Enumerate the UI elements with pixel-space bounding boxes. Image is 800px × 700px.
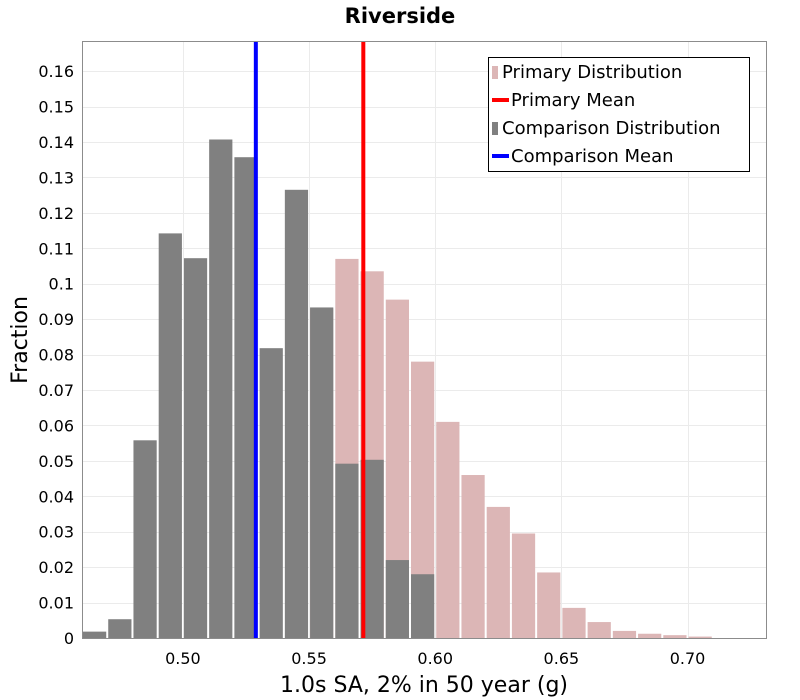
legend-box bbox=[488, 57, 750, 172]
x-tick-label: 0.55 bbox=[291, 649, 327, 668]
legend: Primary Distribution Primary Mean Comparis… bbox=[488, 57, 750, 172]
primary-bar bbox=[385, 299, 409, 638]
comparison-bar bbox=[385, 560, 409, 638]
x-tick-label: 0.70 bbox=[670, 649, 706, 668]
comparison-bar bbox=[133, 440, 157, 638]
comparison-bar bbox=[284, 189, 309, 638]
y-tick-label: 0.07 bbox=[38, 381, 74, 400]
y-axis-ticks: 0 0.01 0.02 0.03 0.04 0.05 0.06 0.07 0.08 0.09 0.1… bbox=[38, 62, 74, 648]
y-tick-label: 0.05 bbox=[38, 452, 74, 471]
y-tick-label: 0.16 bbox=[38, 62, 74, 81]
y-tick-label: 0.09 bbox=[38, 310, 74, 329]
chart-title: Riverside bbox=[345, 4, 456, 28]
primary-bar bbox=[486, 506, 510, 638]
primary-bar bbox=[688, 636, 712, 638]
y-tick-label: 0.01 bbox=[38, 594, 74, 613]
y-tick-label: 0.13 bbox=[38, 168, 74, 187]
x-tick-label: 0.50 bbox=[165, 649, 201, 668]
y-axis-label: Fraction bbox=[8, 296, 33, 384]
comparison-bar bbox=[259, 348, 283, 638]
y-tick-label: 0.04 bbox=[38, 487, 74, 506]
primary-bar bbox=[537, 572, 561, 638]
comparison-bar bbox=[234, 157, 258, 638]
x-tick-label: 0.65 bbox=[544, 649, 580, 668]
y-tick-label: 0.1 bbox=[49, 275, 74, 294]
y-tick-label: 0.06 bbox=[38, 416, 74, 435]
legend-swatch bbox=[492, 122, 498, 135]
legend-label: Comparison Distribution bbox=[502, 118, 721, 139]
comparison-bar bbox=[108, 619, 132, 638]
comparison-bar bbox=[335, 463, 359, 638]
legend-label: Comparison Mean bbox=[511, 146, 674, 167]
primary-bar bbox=[511, 533, 536, 638]
plot-border bbox=[82, 41, 767, 639]
y-tick-label: 0.12 bbox=[38, 204, 74, 223]
y-tick-label: 0.14 bbox=[38, 133, 74, 152]
x-tick-label: 0.60 bbox=[417, 649, 453, 668]
primary-bar bbox=[587, 622, 611, 638]
y-tick-label: 0.08 bbox=[38, 346, 74, 365]
primary-bar bbox=[663, 635, 687, 638]
primary-bar bbox=[562, 607, 586, 638]
primary-bar bbox=[410, 361, 435, 638]
comparison-bar bbox=[310, 307, 334, 638]
y-tick-label: 0.02 bbox=[38, 558, 74, 577]
x-axis-label: 1.0s SA, 2% in 50 year (g) bbox=[280, 673, 568, 698]
y-tick-label: 0.11 bbox=[38, 239, 74, 258]
primary-bar bbox=[461, 475, 485, 638]
primary-bar bbox=[612, 630, 637, 638]
legend-swatch bbox=[492, 66, 498, 79]
mean-lines bbox=[253, 41, 366, 638]
comparison-bar bbox=[158, 233, 182, 638]
comparison-distribution-bars bbox=[83, 139, 435, 638]
primary-bar bbox=[436, 421, 460, 638]
y-tick-label: 0.03 bbox=[38, 523, 74, 542]
y-tick-label: 0.15 bbox=[38, 98, 74, 117]
y-tick-label: 0 bbox=[64, 629, 74, 648]
primary-bar bbox=[638, 633, 662, 638]
x-axis-ticks: 0.50 0.55 0.60 0.65 0.70 bbox=[165, 649, 705, 668]
comparison-bar bbox=[209, 139, 233, 638]
comparison-bar bbox=[360, 459, 384, 638]
comparison-bar bbox=[83, 631, 107, 638]
legend-label: Primary Distribution bbox=[502, 62, 682, 83]
legend-label: Primary Mean bbox=[511, 90, 635, 111]
comparison-bar bbox=[183, 258, 208, 638]
comparison-bar bbox=[410, 574, 435, 638]
